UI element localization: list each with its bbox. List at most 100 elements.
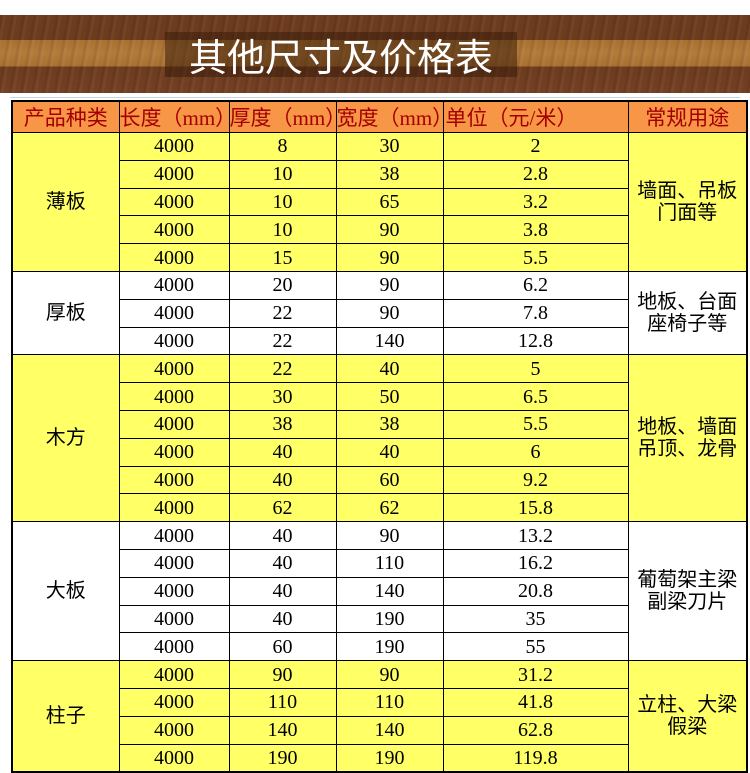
- width-cell: 140: [335, 715, 444, 745]
- length-cell: 4000: [118, 660, 230, 689]
- width-cell: 30: [335, 132, 444, 161]
- length-cell: 4000: [118, 298, 230, 328]
- table-body: 薄板 4000 8 30 2 墙面、吊板 门面等 4000 10 38 2.8 4000 10 65 3.2…: [11, 132, 748, 773]
- divider-line: [10, 97, 740, 98]
- width-cell: 38: [335, 409, 444, 439]
- thickness-cell: 140: [228, 715, 337, 745]
- width-cell: 40: [335, 437, 444, 467]
- thickness-cell: 8: [228, 132, 337, 161]
- unit-price-cell: 31.2: [442, 660, 629, 689]
- unit-price-cell: 12.8: [442, 326, 629, 356]
- usage-cell: 立柱、大梁 假梁: [627, 660, 748, 773]
- thickness-cell: 40: [228, 437, 337, 467]
- table-row: 大板 4000 40 90 13.2 葡萄架主梁 副梁刀片: [11, 521, 748, 662]
- unit-price-cell: 5.5: [442, 243, 629, 272]
- width-cell: 110: [335, 687, 444, 717]
- length-cell: 4000: [118, 604, 230, 634]
- width-cell: 40: [335, 354, 444, 384]
- category-cell: 大板: [11, 521, 120, 662]
- table-row: 4000 110 110 41.8: [12, 687, 747, 717]
- length-cell: 4000: [118, 326, 230, 356]
- length-cell: 4000: [118, 687, 230, 717]
- length-cell: 4000: [118, 465, 230, 495]
- thickness-cell: 22: [228, 298, 337, 328]
- width-cell: 90: [335, 660, 444, 689]
- table-row: 4000 10 90 3.8: [12, 215, 747, 245]
- length-cell: 4000: [118, 243, 230, 272]
- length-cell: 4000: [118, 215, 230, 245]
- length-cell: 4000: [118, 187, 230, 217]
- table-row: 4000 15 90 5.5: [12, 243, 747, 272]
- length-cell: 4000: [118, 632, 230, 662]
- length-cell: 4000: [118, 548, 230, 578]
- header-unit-price: 单位（元/米）: [442, 100, 629, 133]
- length-cell: 4000: [118, 270, 230, 300]
- category-cell: 薄板: [11, 132, 120, 272]
- thickness-cell: 110: [228, 687, 337, 717]
- thickness-cell: 40: [228, 521, 337, 550]
- thickness-cell: 22: [228, 354, 337, 384]
- unit-price-cell: 15.8: [442, 493, 629, 523]
- width-cell: 90: [335, 298, 444, 328]
- thickness-cell: 60: [228, 632, 337, 662]
- header-thickness: 厚度（mm）: [228, 100, 337, 133]
- length-cell: 4000: [118, 493, 230, 523]
- table-row: 柱子 4000 90 90 31.2 立柱、大梁 假梁: [11, 660, 748, 773]
- table-row: 4000 22 140 12.8: [12, 326, 747, 356]
- unit-price-cell: 6: [442, 437, 629, 467]
- thickness-cell: 190: [228, 743, 337, 773]
- width-cell: 140: [335, 576, 444, 606]
- header-common-use: 常规用途: [627, 100, 748, 133]
- price-table: 产品种类 长度（mm） 厚度（mm） 宽度（mm） 单位（元/米） 常规用途 薄…: [11, 100, 748, 773]
- thickness-cell: 40: [228, 604, 337, 634]
- unit-price-cell: 41.8: [442, 687, 629, 717]
- table-row: 4000 60 190 55: [12, 632, 747, 662]
- length-cell: 4000: [118, 382, 230, 411]
- thickness-cell: 15: [228, 243, 337, 272]
- thickness-cell: 38: [228, 409, 337, 439]
- width-cell: 90: [335, 243, 444, 272]
- thickness-cell: 40: [228, 576, 337, 606]
- unit-price-cell: 5.5: [442, 409, 629, 439]
- thickness-cell: 10: [228, 187, 337, 217]
- table-row: 4000 30 50 6.5: [12, 382, 747, 411]
- unit-price-cell: 20.8: [442, 576, 629, 606]
- unit-price-cell: 2: [442, 132, 629, 161]
- table-row: 薄板 4000 8 30 2 墙面、吊板 门面等: [11, 132, 748, 272]
- unit-price-cell: 5: [442, 354, 629, 384]
- thickness-cell: 62: [228, 493, 337, 523]
- table-row: 4000 10 65 3.2: [12, 187, 747, 217]
- length-cell: 4000: [118, 576, 230, 606]
- table-row: 4000 140 140 62.8: [12, 715, 747, 745]
- usage-cell: 地板、台面 座椅子等: [627, 270, 748, 356]
- table-row: 4000 40 110 16.2: [12, 548, 747, 578]
- width-cell: 110: [335, 548, 444, 578]
- table-row: 4000 62 62 15.8: [12, 493, 747, 523]
- category-cell: 木方: [11, 354, 120, 523]
- width-cell: 190: [335, 632, 444, 662]
- category-cell: 厚板: [11, 270, 120, 356]
- width-cell: 60: [335, 465, 444, 495]
- thickness-cell: 20: [228, 270, 337, 300]
- length-cell: 4000: [118, 159, 230, 189]
- thickness-cell: 40: [228, 465, 337, 495]
- thickness-cell: 30: [228, 382, 337, 411]
- width-cell: 90: [335, 521, 444, 550]
- unit-price-cell: 7.8: [442, 298, 629, 328]
- header-product-type: 产品种类: [11, 100, 120, 133]
- width-cell: 140: [335, 326, 444, 356]
- table-row: 4000 38 38 5.5: [12, 409, 747, 439]
- usage-cell: 地板、墙面 吊顶、龙骨: [627, 354, 748, 523]
- unit-price-cell: 13.2: [442, 521, 629, 550]
- table-row: 4000 40 190 35: [12, 604, 747, 634]
- unit-price-cell: 62.8: [442, 715, 629, 745]
- thickness-cell: 90: [228, 660, 337, 689]
- length-cell: 4000: [118, 715, 230, 745]
- unit-price-cell: 35: [442, 604, 629, 634]
- width-cell: 90: [335, 270, 444, 300]
- width-cell: 190: [335, 743, 444, 773]
- table-row: 4000 40 140 20.8: [12, 576, 747, 606]
- header-row: 产品种类 长度（mm） 厚度（mm） 宽度（mm） 单位（元/米） 常规用途: [11, 100, 748, 133]
- header-length: 长度（mm）: [118, 100, 230, 133]
- thickness-cell: 10: [228, 159, 337, 189]
